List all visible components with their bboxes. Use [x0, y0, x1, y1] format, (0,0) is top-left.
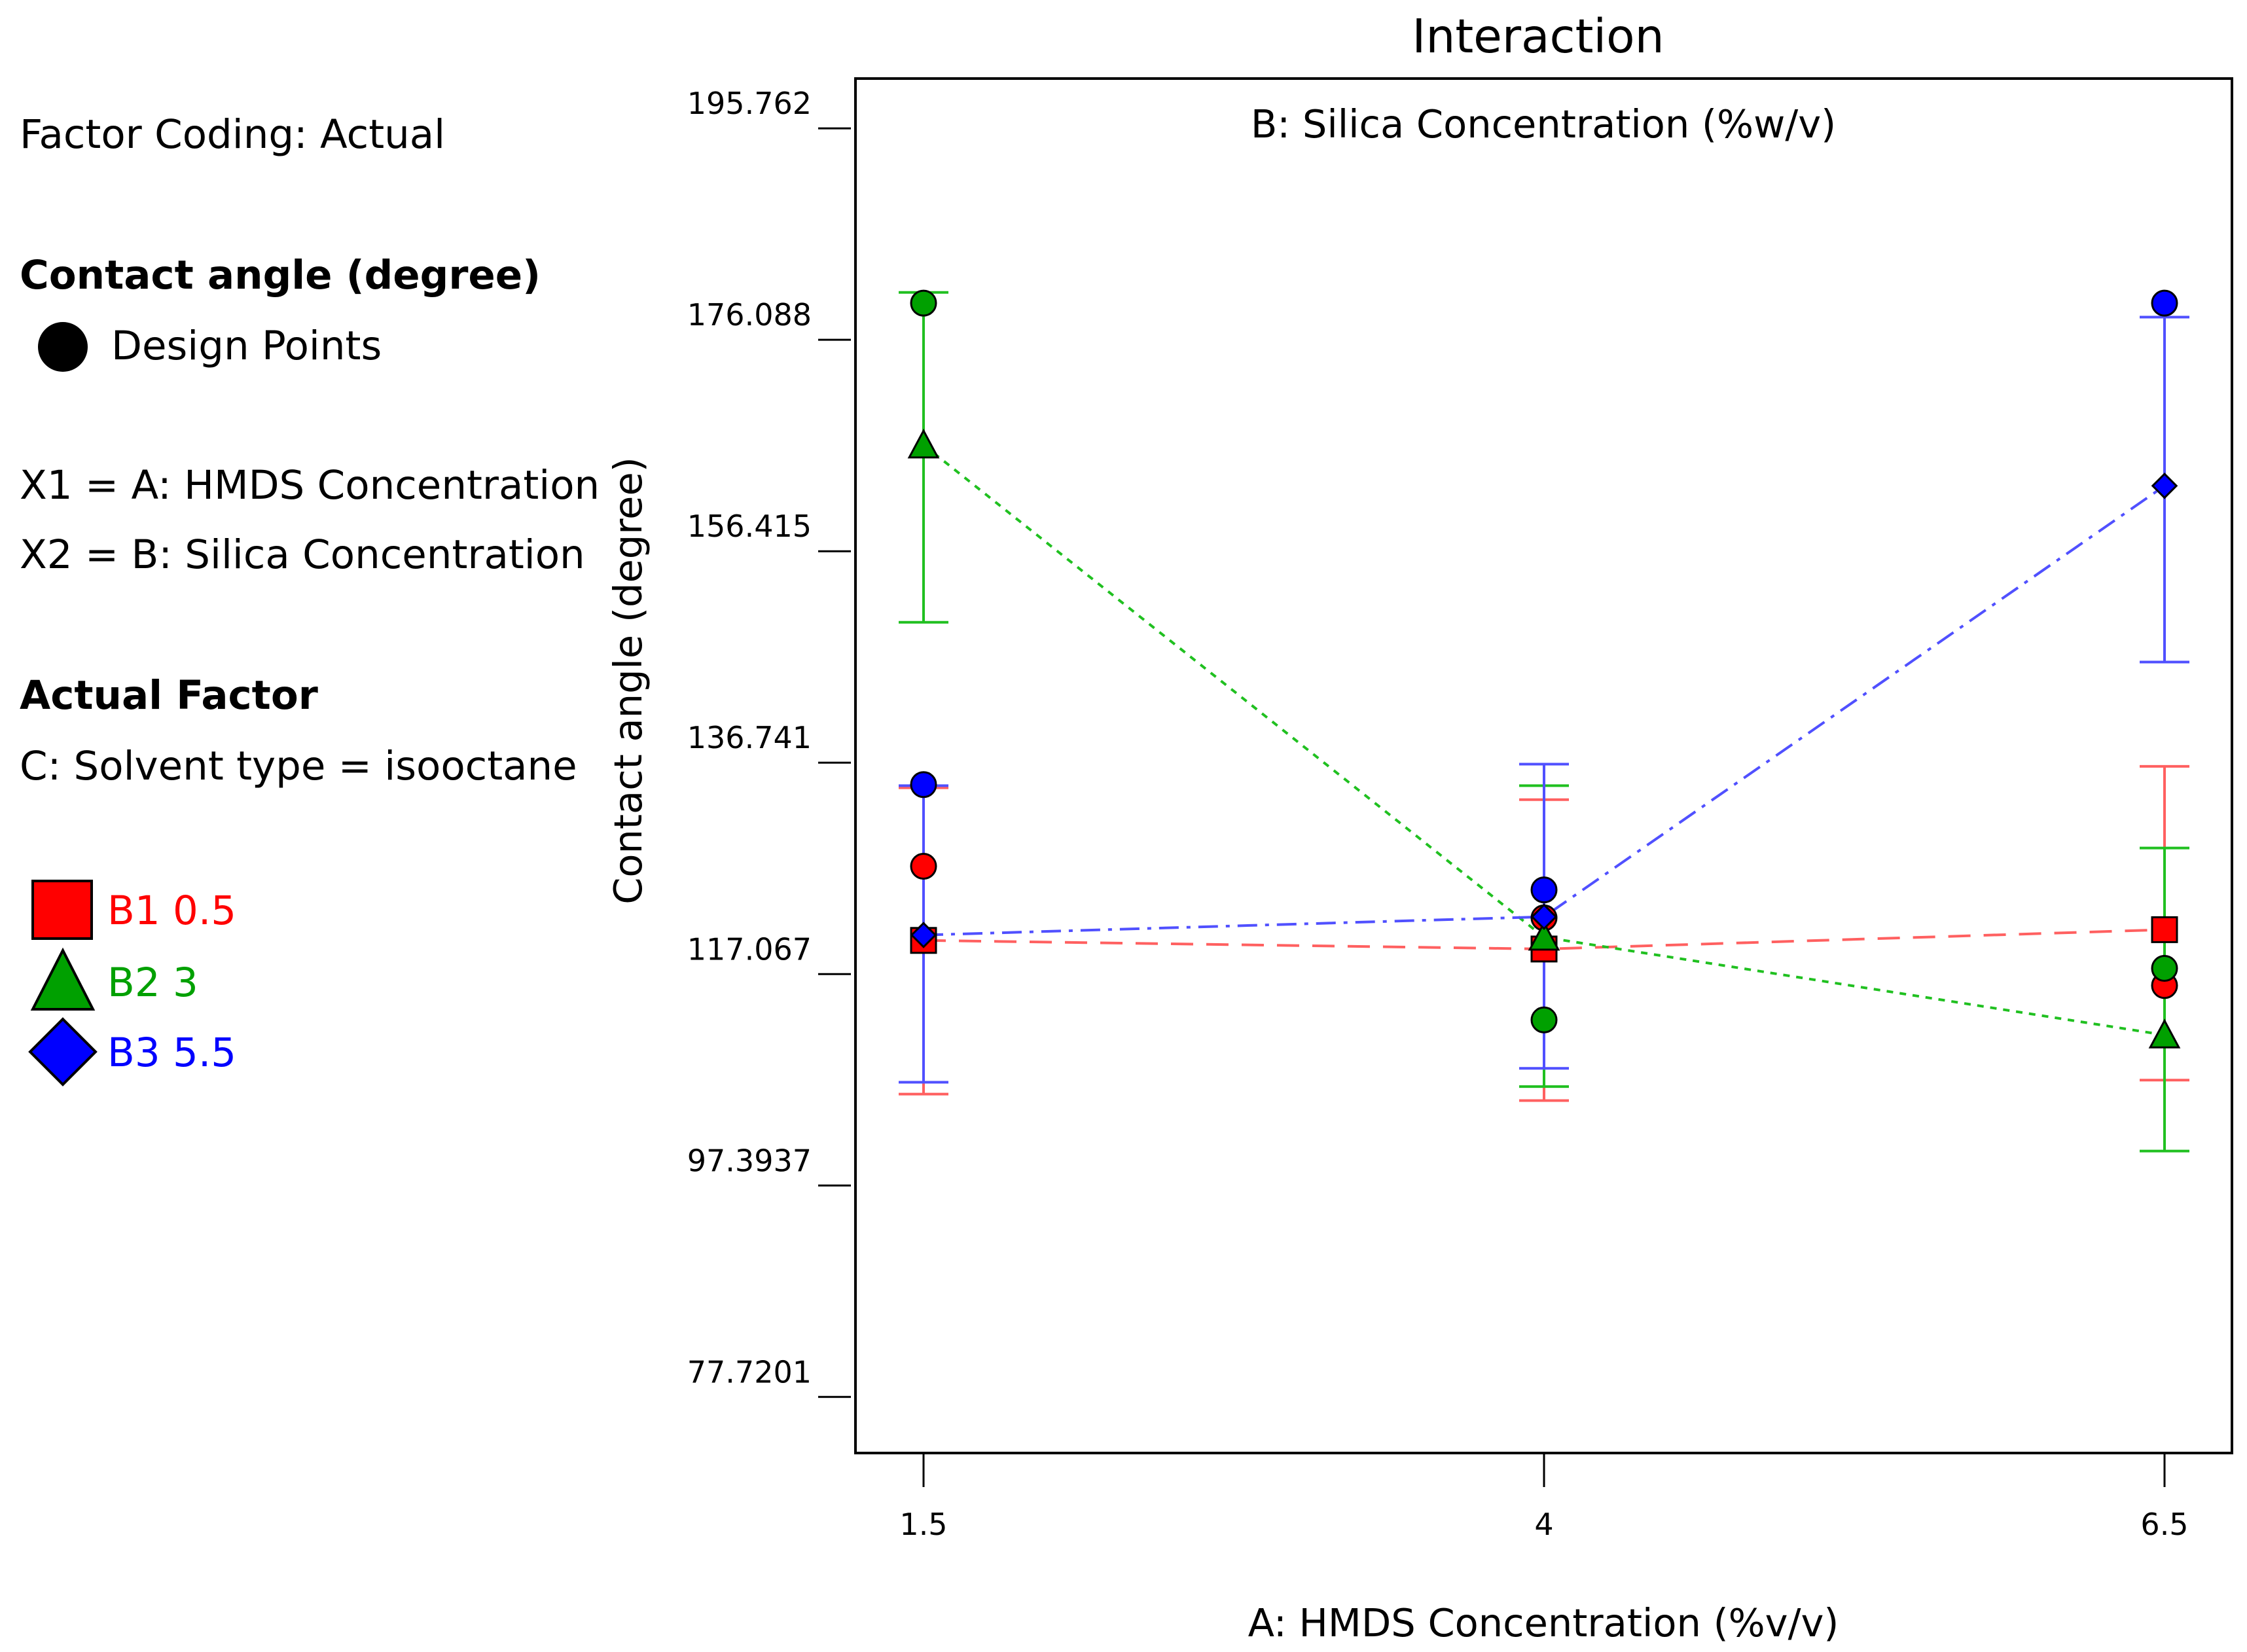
factor-coding-label: Factor Coding: Actual [20, 111, 446, 158]
y-tick-label: 156.415 [687, 509, 812, 544]
y-tick-label: 176.088 [687, 297, 812, 332]
y-tick-label: 117.067 [687, 931, 812, 967]
x2-definition: X2 = B: Silica Concentration [20, 531, 585, 578]
design-point-b2 [1530, 1006, 1558, 1033]
legend-triangle-icon [30, 947, 96, 1011]
x-axis-label: A: HMDS Concentration (%v/v) [1248, 1600, 1839, 1645]
plot-frame [854, 77, 2233, 1454]
series-legend: B1 0.5 B2 3 B3 5.5 [28, 880, 236, 1086]
legend-square-icon [31, 880, 93, 940]
series-marker-b1 [2151, 916, 2178, 943]
y-tick-label: 195.762 [687, 86, 812, 121]
x-axis-ticks: 1.5 4 6.5 [899, 1454, 2189, 1542]
design-point-b2 [910, 289, 937, 317]
series-marker-b3 [2151, 472, 2178, 499]
y-tick-label: 77.7201 [687, 1354, 812, 1390]
y-axis-label: Contact angle (degree) [605, 457, 651, 905]
x-tick-label: 4 [1534, 1507, 1553, 1542]
x-tick-label: 6.5 [2140, 1507, 2188, 1542]
series-marker-b2 [1528, 920, 1560, 951]
series-line-b3 [923, 484, 2166, 937]
x1-definition: X1 = A: HMDS Concentration [20, 462, 600, 509]
y-tick-label: 97.3937 [687, 1143, 812, 1178]
response-title: Contact angle (degree) [20, 252, 541, 298]
actual-factor-value: C: Solvent type = isooctane [20, 743, 577, 789]
series-marker-b2 [907, 428, 940, 459]
series-markers [907, 428, 2181, 1049]
series-line-b2 [922, 444, 2165, 1037]
design-point-b3 [2151, 289, 2178, 317]
design-points-legend-icon [38, 322, 88, 372]
chart-subtitle: B: Silica Concentration (%w/v) [1251, 101, 1836, 147]
y-axis-ticks: 77.7201 97.3937 117.067 136.741 156.415 176.0… [687, 86, 851, 1398]
design-point-b2 [2151, 954, 2178, 982]
series-marker-b2 [2148, 1018, 2181, 1049]
x-tick-label: 1.5 [899, 1507, 947, 1542]
legend-diamond-icon [28, 1017, 98, 1086]
series-marker-b3 [1530, 903, 1558, 931]
y-tick-label: 136.741 [687, 720, 812, 755]
design-point-b3 [910, 771, 937, 799]
chart-title: Interaction [1412, 9, 1664, 63]
design-points-label: Design Points [111, 323, 382, 369]
legend-label-b1: B1 0.5 [107, 888, 236, 934]
actual-factor-title: Actual Factor [20, 672, 318, 719]
legend-label-b2: B2 3 [107, 960, 198, 1006]
design-point-b1 [910, 853, 937, 880]
design-point-b3 [1530, 876, 1558, 904]
legend-label-b3: B3 5.5 [107, 1030, 236, 1076]
series-marker-b3 [910, 922, 937, 948]
